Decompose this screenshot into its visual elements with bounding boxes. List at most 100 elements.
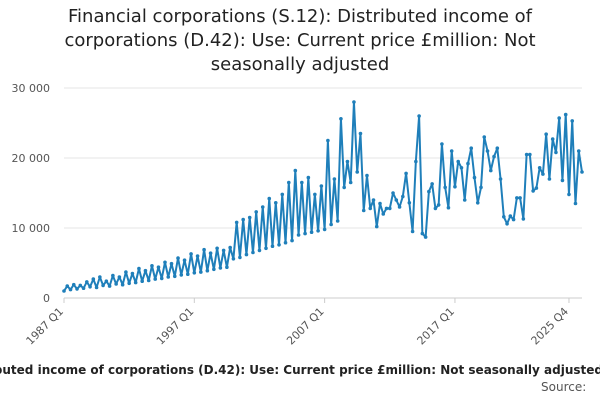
- data-point: [143, 268, 148, 273]
- data-point: [462, 198, 467, 202]
- data-point: [472, 175, 477, 180]
- line-layer: [63, 101, 583, 292]
- data-point: [576, 149, 581, 153]
- data-point: [172, 274, 177, 279]
- x-tick-label: 2007 Q1: [284, 305, 327, 348]
- data-point: [528, 152, 532, 157]
- data-point: [410, 229, 415, 234]
- data-point: [365, 173, 369, 178]
- data-point: [433, 206, 438, 211]
- data-point: [296, 233, 301, 237]
- series-line: [63, 101, 583, 292]
- data-point: [446, 205, 451, 210]
- data-point: [511, 217, 516, 222]
- data-point: [414, 159, 418, 164]
- legend-series-label: Financial corporations (S.12): Distribut…: [0, 363, 600, 377]
- data-point: [430, 182, 434, 186]
- data-point: [339, 117, 343, 121]
- data-point: [459, 166, 464, 170]
- data-point: [280, 192, 285, 197]
- data-point: [358, 131, 363, 136]
- data-point: [485, 149, 490, 153]
- data-point: [440, 142, 444, 146]
- data-point: [427, 189, 431, 194]
- data-point: [212, 267, 216, 272]
- data-point: [348, 180, 353, 185]
- data-point: [107, 284, 112, 288]
- data-point: [436, 203, 441, 207]
- data-point: [417, 114, 421, 118]
- data-point: [176, 256, 180, 260]
- data-point: [563, 112, 568, 117]
- data-point: [355, 170, 360, 174]
- data-point: [182, 258, 187, 263]
- y-tick-label: 20 000: [12, 152, 51, 165]
- data-point: [345, 159, 350, 164]
- data-point: [482, 135, 487, 139]
- data-point: [130, 271, 135, 276]
- data-point: [547, 177, 552, 181]
- chart-title: Financial corporations (S.12): Distribut…: [64, 6, 536, 75]
- data-point: [521, 217, 526, 221]
- y-tick-label: 10 000: [12, 222, 51, 235]
- data-point: [290, 238, 294, 243]
- data-point: [524, 152, 529, 157]
- data-point: [98, 275, 102, 279]
- data-point: [156, 265, 161, 270]
- data-point: [251, 250, 255, 255]
- data-point: [71, 282, 76, 287]
- data-point: [300, 180, 304, 185]
- data-point: [495, 146, 500, 150]
- data-point: [225, 265, 229, 270]
- data-point: [371, 198, 376, 202]
- data-point: [544, 132, 548, 136]
- data-point: [423, 235, 428, 239]
- data-point: [541, 172, 545, 176]
- data-point: [554, 150, 558, 155]
- data-point: [277, 243, 281, 247]
- data-point: [332, 177, 337, 181]
- data-point: [303, 231, 307, 236]
- data-point: [120, 282, 125, 287]
- data-point: [453, 184, 457, 189]
- data-point: [117, 275, 122, 279]
- data-point: [205, 268, 210, 273]
- data-point: [384, 206, 389, 211]
- data-point: [443, 185, 447, 190]
- data-point: [159, 276, 164, 281]
- data-point: [218, 266, 223, 270]
- data-point: [387, 206, 392, 211]
- data-point: [62, 289, 66, 293]
- data-point: [475, 201, 480, 205]
- data-point: [407, 201, 412, 205]
- data-point: [286, 180, 291, 185]
- data-point: [397, 205, 402, 209]
- data-point: [146, 278, 151, 283]
- data-point: [368, 206, 373, 211]
- data-point: [169, 261, 174, 266]
- data-point: [208, 251, 213, 255]
- data-point: [479, 185, 483, 190]
- data-point: [570, 119, 575, 123]
- data-point: [573, 201, 578, 206]
- data-point: [374, 224, 379, 229]
- data-point: [231, 257, 236, 261]
- data-point: [515, 196, 519, 200]
- data-point: [202, 247, 206, 252]
- data-point: [319, 184, 324, 188]
- data-point: [94, 285, 99, 290]
- legend: Financial corporations (S.12): Distribut…: [0, 363, 600, 383]
- x-tick-label: 1997 Q1: [154, 305, 197, 348]
- data-point: [557, 116, 561, 120]
- data-point: [466, 161, 470, 166]
- data-point: [469, 146, 474, 150]
- y-tick-label: 30 000: [12, 82, 51, 95]
- x-tick-label: 2017 Q1: [415, 305, 458, 348]
- data-point: [508, 214, 513, 218]
- data-point: [257, 248, 262, 253]
- data-point: [449, 149, 454, 153]
- data-point: [306, 175, 311, 180]
- data-point: [254, 210, 259, 214]
- data-point: [329, 222, 333, 227]
